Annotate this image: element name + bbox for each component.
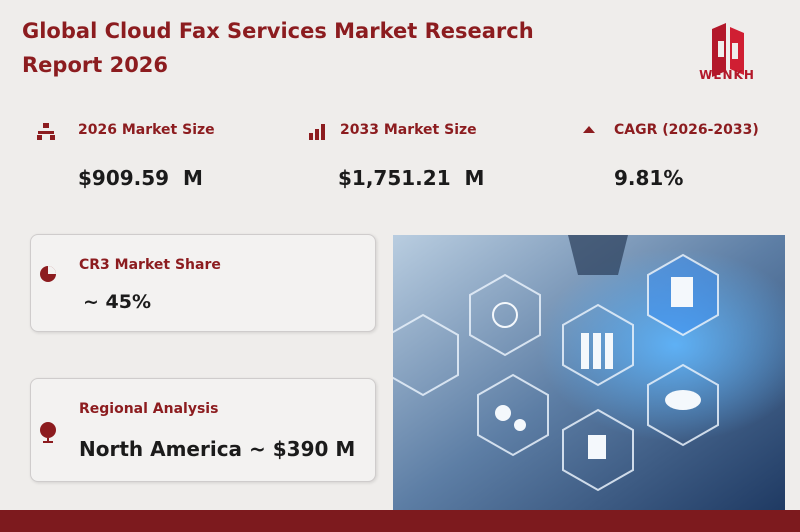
- card-label: CR3 Market Share: [79, 257, 221, 273]
- card: CR3 Market Share ~ 45%: [30, 234, 376, 332]
- stat-label: CAGR (2026-2033): [614, 122, 759, 138]
- stat-value: 9.81%: [614, 166, 684, 190]
- stat-value: $909.59 M: [78, 166, 203, 190]
- globe-icon: [40, 422, 56, 443]
- footer-bar: [0, 510, 800, 532]
- card: Regional Analysis North America ~ $390 M: [30, 378, 376, 482]
- report-title: Global Cloud Fax Services Market Researc…: [22, 19, 534, 77]
- card-value: North America ~ $390 M: [79, 437, 356, 461]
- stat-label: 2033 Market Size: [340, 122, 477, 138]
- logo-text: WENKH: [699, 68, 755, 82]
- market-size-icon: [37, 123, 55, 140]
- stat-label: 2026 Market Size: [78, 122, 215, 138]
- logo-mark: [712, 23, 744, 77]
- card-value: ~ 45%: [83, 291, 152, 313]
- pie-icon: [40, 266, 56, 282]
- card-label: Regional Analysis: [79, 401, 219, 417]
- cagr-icon: [583, 126, 595, 133]
- bar-icon: [309, 124, 325, 140]
- stat-value: $1,751.21 M: [338, 166, 485, 190]
- illustration: [393, 235, 785, 510]
